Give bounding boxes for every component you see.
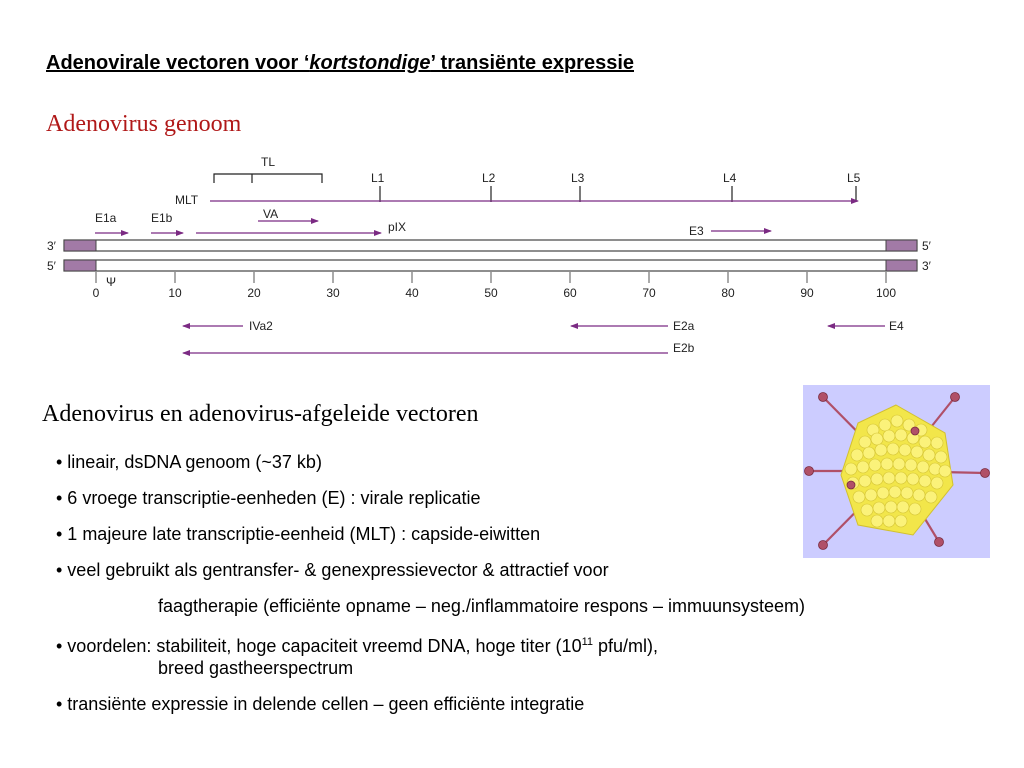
e3-label: E3 [689, 224, 704, 238]
mlt-label: MLT [175, 193, 199, 207]
bullet-list: • lineair, dsDNA genoom (~37 kb) • 6 vro… [56, 444, 1016, 722]
genome-heading: Adenovirus genoom [46, 111, 242, 137]
bullet-vector-use: • veel gebruikt als gentransfer- & genex… [56, 560, 609, 580]
scale-tick-70: 70 [642, 286, 656, 300]
iva2-label: IVa2 [249, 319, 273, 333]
scale-tick-0: 0 [93, 286, 100, 300]
bullet-transient: • transiënte expressie in delende cellen… [56, 694, 585, 714]
scale-tick-90: 90 [800, 286, 814, 300]
title-emphasis: kortstondige [309, 52, 431, 74]
dna-strands [63, 239, 918, 272]
psi-label: Ψ [106, 275, 116, 289]
scale-tick-50: 50 [484, 286, 498, 300]
vectors-heading: Adenovirus en adenovirus-afgeleide vecto… [42, 401, 479, 427]
e2b-label: E2b [673, 341, 695, 355]
late-gene-markers: L1 L2 L3 L4 L5 [371, 171, 861, 202]
scale-tick-60: 60 [563, 286, 577, 300]
left-top-end-label: 3′ [47, 239, 57, 253]
scale-tick-40: 40 [405, 286, 419, 300]
advantages-text-end: pfu/ml), [593, 636, 659, 656]
scale-tick-100: 100 [876, 286, 896, 300]
genome-scale: 0 10 20 30 40 50 60 70 80 90 100 Ψ [93, 272, 896, 300]
bullet-genome: • lineair, dsDNA genoom (~37 kb) [56, 452, 322, 472]
va-label: VA [263, 207, 278, 221]
adenovirus-particle-icon [803, 385, 990, 558]
bullet-advantages-cont: breed gastheerspectrum [158, 658, 354, 678]
bullet-advantages: • voordelen: stabiliteit, hoge capacitei… [56, 631, 1016, 657]
e4-label: E4 [889, 319, 904, 333]
right-top-end-label: 5′ [922, 239, 932, 253]
bullet-early-units: • 6 vroege transcriptie-eenheden (E) : v… [56, 488, 481, 508]
e2a-label: E2a [673, 319, 695, 333]
l1-label: L1 [371, 171, 385, 185]
genome-map-diagram: TL L1 L2 L3 L4 L5 MLT E1a E1b VA pIX E3 … [47, 155, 932, 356]
scale-tick-30: 30 [326, 286, 340, 300]
bullet-late-unit: • 1 majeure late transcriptie-eenheid (M… [56, 524, 541, 544]
title-text-start: Adenovirale vectoren voor ‘ [46, 52, 310, 74]
bullet-vector-use-cont: faagtherapie (efficiënte opname – neg./i… [158, 596, 806, 616]
slide-title: Adenovirale vectoren voor ‘kortstondige’… [46, 52, 634, 75]
scale-tick-10: 10 [168, 286, 182, 300]
right-bottom-end-label: 3′ [922, 259, 932, 273]
left-bottom-end-label: 5′ [47, 259, 57, 273]
tl-bracket: TL [213, 155, 323, 183]
l2-label: L2 [482, 171, 496, 185]
l5-label: L5 [847, 171, 861, 185]
l3-label: L3 [571, 171, 585, 185]
pix-label: pIX [388, 220, 406, 234]
l4-label: L4 [723, 171, 737, 185]
e1b-label: E1b [151, 211, 173, 225]
title-text-end: ’ transiënte expressie [430, 52, 634, 74]
scale-tick-80: 80 [721, 286, 735, 300]
advantages-text: • voordelen: stabiliteit, hoge capacitei… [56, 636, 582, 656]
titer-exponent: 11 [581, 636, 593, 648]
scale-tick-20: 20 [247, 286, 261, 300]
e1a-label: E1a [95, 211, 117, 225]
tl-label: TL [261, 155, 275, 169]
